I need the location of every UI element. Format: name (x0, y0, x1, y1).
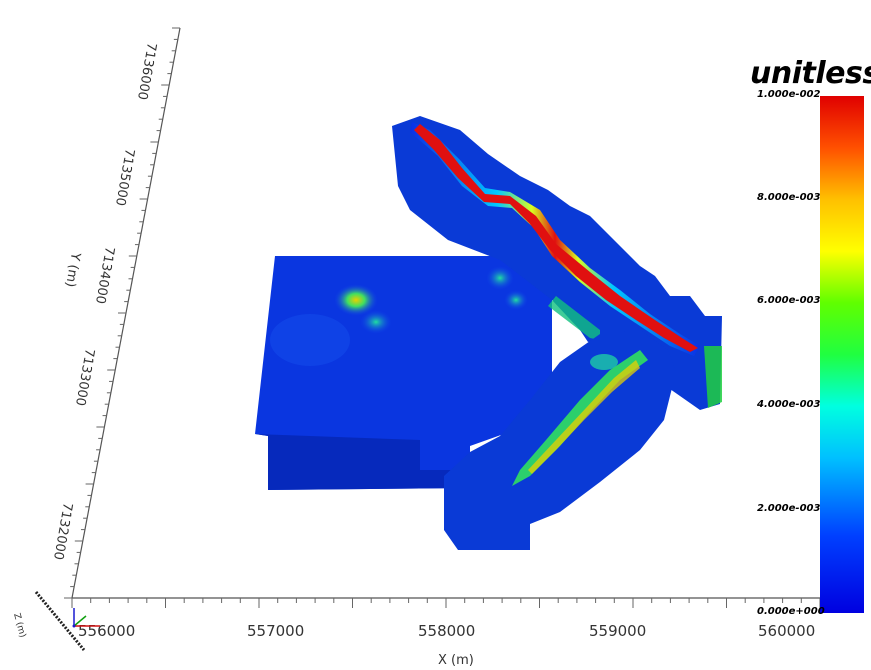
x-tick-label: 559000 (589, 622, 646, 640)
colorbar-label: 4.000e-003 (757, 399, 821, 410)
z-axis-title: Z (m) (11, 612, 27, 639)
colorbar-title: unitless (750, 56, 871, 91)
model-dike-southwest[interactable] (444, 330, 676, 550)
model-block-west[interactable] (255, 256, 552, 490)
y-tick-label: 7136000 (134, 41, 159, 101)
orientation-axes-widget[interactable] (72, 608, 101, 628)
colorbar-label: 6.000e-003 (757, 295, 821, 306)
x-tick-label: 557000 (247, 622, 304, 640)
y-tick-label: 7132000 (50, 501, 75, 561)
colorbar-label: 2.000e-003 (757, 503, 821, 514)
x-tick-label: 560000 (758, 622, 815, 640)
y-tick-label: 7133000 (72, 347, 97, 407)
y-tick-label: 7134000 (92, 245, 117, 305)
x-tick-label: 558000 (418, 622, 475, 640)
colorbar-label: 0.000e+000 (757, 606, 825, 617)
colorbar-label: 8.000e-003 (757, 192, 821, 203)
colorbar (820, 96, 864, 613)
colorbar-label: 1.000e-002 (757, 89, 821, 100)
x-axis-title: X (m) (438, 653, 474, 668)
x-tick-label: 556000 (78, 622, 135, 640)
z-axis: Z (m) (11, 591, 86, 651)
y-axis-title: Y (m) (62, 250, 83, 288)
y-tick-label: 7135000 (112, 147, 137, 207)
